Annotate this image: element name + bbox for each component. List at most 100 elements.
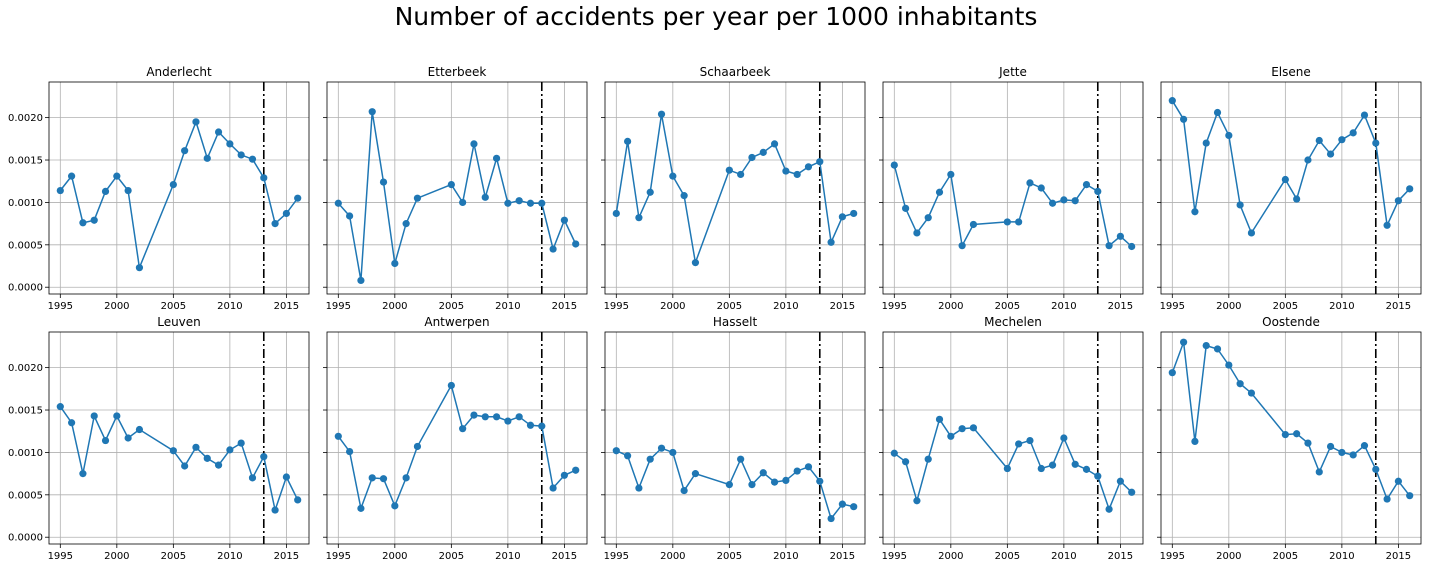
data-point: [1094, 187, 1102, 195]
data-point: [1168, 97, 1176, 105]
subplot-title: Oostende: [1262, 315, 1320, 329]
data-point: [1225, 131, 1233, 140]
data-point: [214, 461, 223, 469]
data-point: [1293, 430, 1301, 438]
data-point: [357, 504, 365, 512]
data-point: [538, 422, 546, 430]
subplot-oostende: 1995 2000 2005 2010 2015 Oostende: [1157, 315, 1422, 562]
data-point: [124, 434, 132, 442]
data-point: [1191, 208, 1199, 216]
data-point: [79, 470, 87, 478]
data-point: [770, 140, 779, 148]
subplot-antwerpen: 1995 2000 2005 2010 2015 Antwerpen: [323, 315, 588, 562]
data-point: [1003, 218, 1011, 226]
data-point: [481, 193, 489, 201]
data-point: [1048, 199, 1057, 207]
data-point: [481, 413, 489, 421]
data-point: [1082, 181, 1091, 189]
data-point: [1360, 111, 1369, 119]
x-tick-label: 2005: [1273, 301, 1298, 312]
data-point: [1037, 184, 1045, 192]
series-line: [337, 111, 577, 281]
axes-frame: [326, 331, 588, 545]
data-point: [560, 216, 568, 224]
y-tick-label: 0.0020: [8, 113, 43, 124]
x-tick-label: 1995: [1160, 551, 1185, 562]
data-point: [759, 148, 767, 156]
data-point: [1202, 341, 1210, 350]
x-tick-label: 2010: [495, 301, 520, 312]
data-point: [214, 128, 223, 136]
subplot-etterbeek: 1995 2000 2005 2010 2015 Etterbeek: [323, 65, 588, 312]
data-point: [169, 447, 177, 455]
x-tick-label: 2000: [938, 551, 963, 562]
data-point: [1326, 442, 1335, 451]
axes-frame: [48, 331, 310, 545]
data-point: [402, 220, 410, 228]
data-point: [526, 199, 535, 207]
data-point: [181, 147, 189, 155]
data-point: [56, 186, 64, 195]
subplot-title: Etterbeek: [428, 65, 487, 79]
data-point: [969, 424, 978, 432]
data-point: [515, 413, 523, 421]
data-point: [1338, 136, 1346, 144]
x-tick-label: 2005: [1273, 551, 1298, 562]
series-line: [615, 114, 854, 266]
axes-frame: [882, 81, 1144, 295]
x-tick-label: 2005: [995, 301, 1020, 312]
x-tick-label: 1995: [604, 551, 629, 562]
data-point: [1315, 136, 1323, 145]
data-point: [68, 419, 76, 427]
x-tick-label: 2010: [773, 301, 798, 312]
axes-frame: [1160, 331, 1422, 545]
x-tick-label: 2000: [938, 301, 963, 312]
data-point: [669, 448, 677, 457]
data-point: [770, 478, 779, 486]
x-tick-label: 2005: [717, 301, 742, 312]
data-point: [470, 411, 478, 419]
data-point: [135, 425, 144, 434]
data-point: [1406, 185, 1414, 193]
data-point: [759, 469, 767, 477]
x-tick-label: 2010: [1051, 301, 1076, 312]
data-point: [203, 154, 211, 162]
data-point: [680, 486, 688, 495]
data-point: [646, 188, 654, 196]
data-point: [1180, 115, 1188, 123]
x-tick-label: 2000: [660, 551, 685, 562]
x-tick-label: 2000: [382, 551, 407, 562]
data-point: [748, 481, 756, 489]
subplot-title: Mechelen: [984, 315, 1042, 329]
data-point: [1281, 431, 1289, 439]
data-point: [913, 229, 921, 237]
data-point: [635, 214, 643, 222]
data-point: [838, 500, 846, 508]
x-tick-label: 2005: [439, 301, 464, 312]
x-tick-label: 2015: [830, 301, 855, 312]
data-point: [1349, 129, 1357, 137]
data-point: [1116, 477, 1124, 485]
y-tick-label: 0.0015: [8, 156, 43, 167]
subplot-title: Hasselt: [713, 315, 758, 329]
x-tick-label: 1995: [604, 301, 629, 312]
data-point: [902, 458, 910, 466]
data-point: [1191, 437, 1199, 445]
subplot-schaarbeek: 1995 2000 2005 2010 2015 Schaarbeek: [601, 65, 866, 312]
data-point: [470, 140, 478, 148]
data-point: [969, 220, 978, 229]
data-point: [958, 425, 966, 433]
data-point: [226, 446, 234, 454]
subplot-mechelen: 1995 2000 2005 2010 2015 Mechelen: [879, 315, 1144, 562]
data-point: [680, 192, 688, 200]
x-tick-label: 1995: [326, 551, 351, 562]
y-tick-label: 0.0005: [8, 490, 43, 501]
data-point: [924, 214, 932, 222]
figure-title: Number of accidents per year per 1000 in…: [394, 2, 1038, 31]
data-point: [1349, 451, 1357, 459]
data-point: [181, 462, 189, 470]
data-point: [447, 381, 455, 390]
data-point: [226, 140, 234, 148]
subplot-title: Antwerpen: [424, 315, 489, 329]
